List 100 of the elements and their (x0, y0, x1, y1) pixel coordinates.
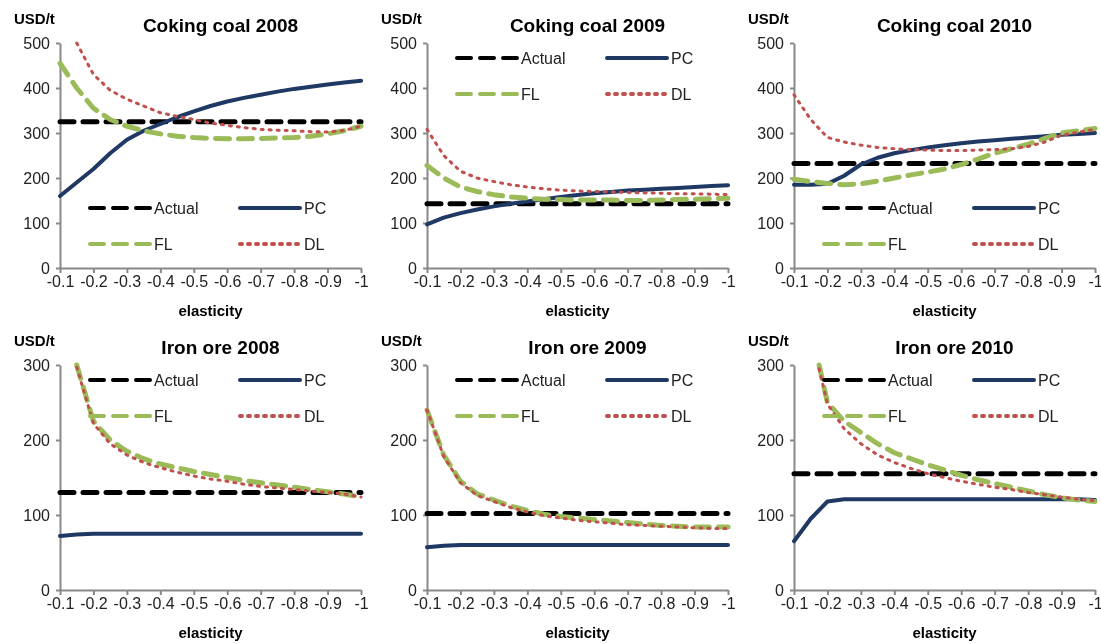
x-axis-title: elasticity (178, 302, 244, 319)
x-tick-label: -0.6 (213, 273, 242, 291)
legend-label: PC (1038, 200, 1061, 217)
y-axis-title: USD/t (748, 332, 789, 349)
y-tick-label: 500 (23, 35, 51, 52)
y-tick-label: 300 (757, 125, 785, 142)
x-tick-label: -0.8 (1014, 273, 1043, 291)
legend-label: Actual (521, 50, 566, 67)
legend-label: Actual (521, 372, 566, 389)
x-tick-label: -1 (1088, 595, 1101, 613)
legend-label: Actual (154, 372, 199, 389)
y-axis-title: USD/t (14, 10, 55, 27)
legend-label: DL (671, 408, 692, 425)
legend-label: DL (1038, 236, 1059, 253)
chart-title: Iron ore 2010 (895, 337, 1014, 358)
y-tick-label: 200 (757, 170, 785, 187)
y-tick-label: 300 (23, 357, 51, 374)
x-tick-label: -0.3 (847, 273, 876, 291)
legend-label: FL (888, 236, 907, 253)
x-tick-label: -0.8 (1014, 595, 1043, 613)
x-axis-title: elasticity (545, 302, 611, 319)
x-tick-label: -0.4 (147, 273, 175, 291)
x-tick-label: -0.7 (981, 273, 1010, 291)
x-tick-label: -1 (721, 595, 736, 613)
x-tick-label: -0.7 (614, 595, 643, 613)
x-tick-label: -0.7 (247, 273, 276, 291)
x-tick-label: -0.4 (514, 595, 542, 613)
legend-label: Actual (888, 372, 933, 389)
y-tick-label: 300 (23, 125, 51, 142)
x-tick-label: -0.9 (1048, 595, 1076, 613)
x-tick-label: -1 (354, 595, 369, 613)
legend-label: DL (1038, 408, 1059, 425)
x-tick-label: -0.2 (80, 595, 108, 613)
x-tick-label: -0.8 (280, 595, 309, 613)
x-tick-label: -0.9 (314, 595, 342, 613)
y-tick-label: 200 (23, 432, 51, 449)
y-tick-label: 300 (757, 357, 785, 374)
x-tick-label: -0.5 (547, 595, 576, 613)
y-tick-label: 400 (757, 80, 785, 97)
x-tick-label: -0.2 (814, 273, 842, 291)
legend-label: PC (304, 200, 327, 217)
x-tick-label: -0.9 (1048, 273, 1076, 291)
y-axis-title: USD/t (748, 10, 789, 27)
x-tick-label: -0.3 (113, 595, 142, 613)
x-tick-label: -0.5 (914, 595, 943, 613)
y-axis-title: USD/t (381, 10, 422, 27)
y-axis-title: USD/t (14, 332, 55, 349)
y-tick-label: 200 (390, 170, 418, 187)
chart-title: Coking coal 2010 (876, 15, 1033, 36)
legend-label: PC (671, 372, 694, 389)
x-tick-label: -0.4 (147, 595, 175, 613)
x-tick-label: -1 (1088, 273, 1101, 291)
x-tick-label: -0.4 (514, 273, 542, 291)
y-tick-label: 300 (390, 125, 418, 142)
x-tick-label: -0.5 (180, 595, 209, 613)
x-tick-label: -0.2 (80, 273, 108, 291)
x-tick-label: -0.6 (580, 595, 609, 613)
x-axis-title: elasticity (912, 302, 978, 319)
x-tick-label: -0.3 (480, 273, 509, 291)
y-tick-label: 500 (390, 35, 418, 52)
x-tick-label: -0.5 (180, 273, 209, 291)
x-tick-label: -0.3 (480, 595, 509, 613)
chart-title: Iron ore 2008 (161, 337, 280, 358)
y-tick-label: 400 (23, 80, 51, 97)
chart-title: Coking coal 2008 (142, 15, 299, 36)
x-tick-label: -0.6 (213, 595, 242, 613)
legend-label: Actual (154, 200, 199, 217)
y-tick-label: 100 (23, 215, 51, 232)
legend-label: FL (521, 408, 540, 425)
x-tick-label: -0.6 (580, 273, 609, 291)
x-tick-label: -0.2 (447, 595, 475, 613)
line-series (75, 41, 363, 134)
x-tick-label: -0.7 (614, 273, 643, 291)
x-tick-label: -0.2 (814, 595, 842, 613)
x-tick-label: -0.9 (681, 595, 709, 613)
y-tick-label: 100 (23, 507, 51, 524)
y-tick-label: 100 (757, 215, 785, 232)
x-axis-title: elasticity (545, 624, 611, 641)
x-tick-label: -0.4 (881, 273, 909, 291)
legend-label: FL (888, 408, 907, 425)
x-tick-label: -0.5 (547, 273, 576, 291)
y-tick-label: 400 (390, 80, 418, 97)
chart-title: Coking coal 2009 (509, 15, 666, 36)
y-tick-label: 200 (390, 432, 418, 449)
legend-label: DL (304, 408, 325, 425)
x-tick-label: -0.5 (914, 273, 943, 291)
x-tick-label: -0.4 (881, 595, 909, 613)
x-tick-label: -0.8 (647, 273, 676, 291)
y-tick-label: 500 (757, 35, 785, 52)
x-tick-label: -0.9 (314, 273, 342, 291)
y-tick-label: 100 (757, 507, 785, 524)
x-tick-label: -0.2 (447, 273, 475, 291)
line-series (425, 127, 730, 197)
x-tick-label: -0.6 (947, 595, 976, 613)
legend-label: DL (304, 236, 325, 253)
x-axis-title: elasticity (912, 624, 978, 641)
y-axis-title: USD/t (381, 332, 422, 349)
x-axis-title: elasticity (178, 624, 244, 641)
line-series (58, 78, 363, 198)
x-tick-label: -1 (721, 273, 736, 291)
